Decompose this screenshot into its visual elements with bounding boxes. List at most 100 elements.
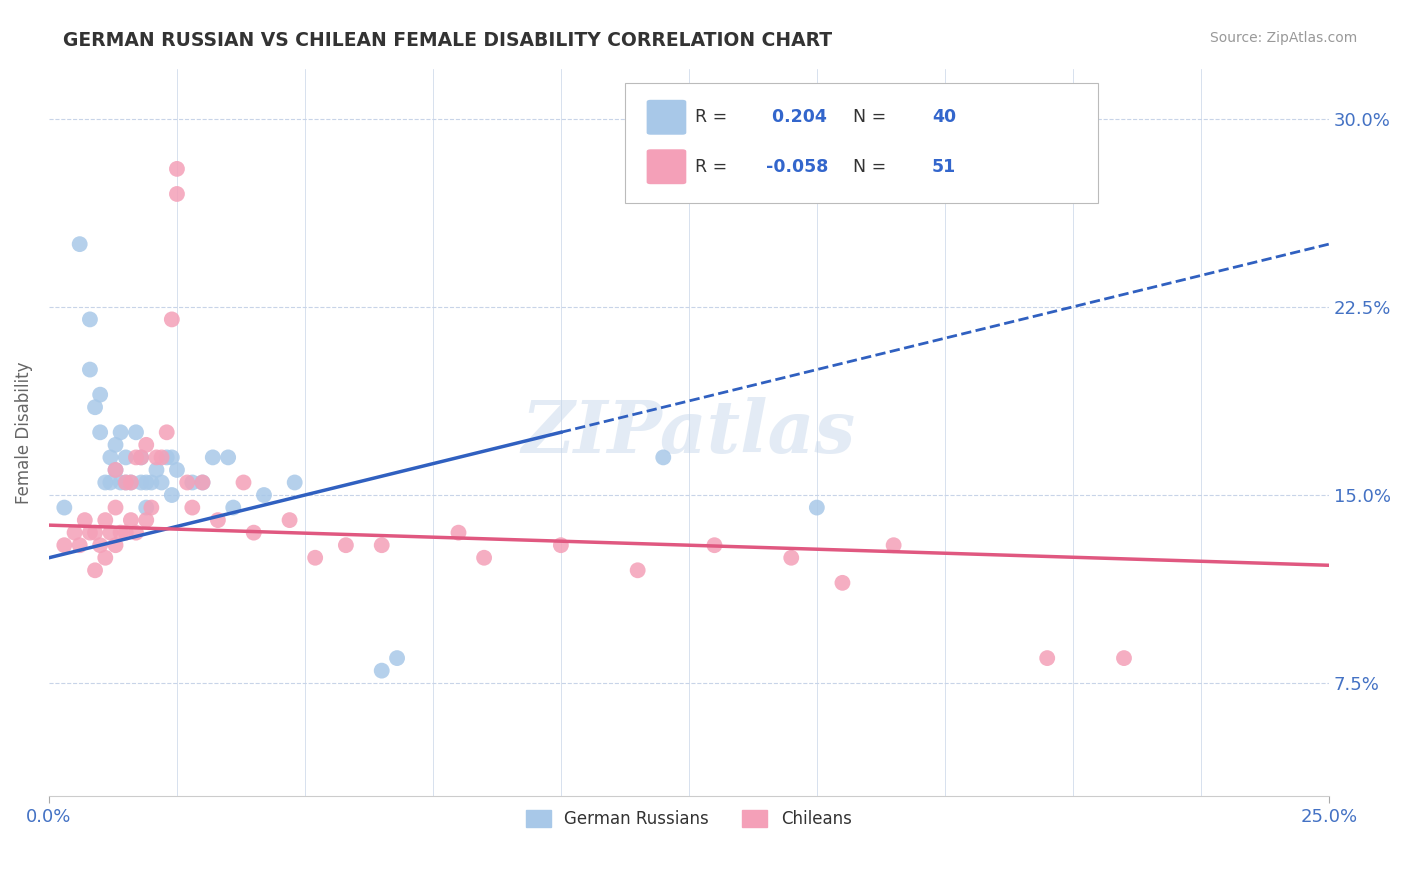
Point xyxy=(166,186,188,201)
Text: R =: R = xyxy=(696,158,733,176)
Point xyxy=(79,525,101,540)
Point xyxy=(120,475,142,490)
Point xyxy=(370,664,392,678)
Point xyxy=(222,500,245,515)
Point xyxy=(1036,651,1059,665)
Point xyxy=(69,237,91,252)
Text: -0.058: -0.058 xyxy=(766,158,828,176)
Point xyxy=(1112,651,1135,665)
Point xyxy=(110,525,132,540)
Point xyxy=(129,450,152,465)
Point xyxy=(114,475,136,490)
Point xyxy=(181,475,204,490)
Point xyxy=(141,500,163,515)
Point xyxy=(114,475,136,490)
Point xyxy=(104,438,127,452)
Point xyxy=(125,525,148,540)
Point xyxy=(114,525,136,540)
Point xyxy=(125,425,148,440)
Point xyxy=(84,563,107,577)
Point xyxy=(89,387,111,401)
Point xyxy=(104,463,127,477)
Point xyxy=(79,312,101,326)
Point xyxy=(304,550,326,565)
Point xyxy=(120,475,142,490)
Point xyxy=(181,500,204,515)
Point xyxy=(156,450,179,465)
Text: ZIPatlas: ZIPatlas xyxy=(522,397,856,467)
Point xyxy=(135,513,157,527)
Point xyxy=(156,425,179,440)
Point xyxy=(447,525,470,540)
Point xyxy=(627,563,650,577)
FancyBboxPatch shape xyxy=(647,149,686,185)
Point xyxy=(135,475,157,490)
Point xyxy=(73,513,96,527)
Point xyxy=(104,538,127,552)
Point xyxy=(385,651,408,665)
Point xyxy=(100,450,122,465)
Text: GERMAN RUSSIAN VS CHILEAN FEMALE DISABILITY CORRELATION CHART: GERMAN RUSSIAN VS CHILEAN FEMALE DISABIL… xyxy=(63,31,832,50)
Text: 51: 51 xyxy=(932,158,956,176)
Point xyxy=(100,525,122,540)
Point xyxy=(89,425,111,440)
Text: Source: ZipAtlas.com: Source: ZipAtlas.com xyxy=(1209,31,1357,45)
Point xyxy=(166,463,188,477)
Point xyxy=(79,362,101,376)
Point xyxy=(129,450,152,465)
Point xyxy=(84,525,107,540)
Text: R =: R = xyxy=(696,108,733,127)
Point xyxy=(150,475,173,490)
Point xyxy=(370,538,392,552)
Point xyxy=(145,450,167,465)
Point xyxy=(125,450,148,465)
Point xyxy=(53,500,76,515)
Point xyxy=(232,475,254,490)
Point xyxy=(284,475,307,490)
Point xyxy=(141,475,163,490)
Point xyxy=(780,550,803,565)
Point xyxy=(160,488,183,502)
Point xyxy=(335,538,357,552)
Point xyxy=(104,463,127,477)
Point xyxy=(831,575,853,590)
Text: N =: N = xyxy=(842,158,893,176)
Point xyxy=(703,538,725,552)
Point xyxy=(135,500,157,515)
Point xyxy=(207,513,229,527)
Legend: German Russians, Chileans: German Russians, Chileans xyxy=(519,804,858,835)
Point xyxy=(135,438,157,452)
Point xyxy=(150,450,173,465)
Point xyxy=(472,550,495,565)
Point xyxy=(94,550,117,565)
Point xyxy=(89,538,111,552)
Point xyxy=(94,513,117,527)
Point xyxy=(114,450,136,465)
FancyBboxPatch shape xyxy=(624,83,1098,203)
Point xyxy=(145,463,167,477)
FancyBboxPatch shape xyxy=(647,100,686,135)
Point xyxy=(100,475,122,490)
Point xyxy=(160,450,183,465)
Point xyxy=(129,475,152,490)
Point xyxy=(110,475,132,490)
Text: N =: N = xyxy=(842,108,893,127)
Point xyxy=(166,161,188,176)
Point xyxy=(652,450,675,465)
Point xyxy=(69,538,91,552)
Point xyxy=(278,513,301,527)
Point xyxy=(242,525,264,540)
Point xyxy=(201,450,224,465)
Y-axis label: Female Disability: Female Disability xyxy=(15,361,32,504)
Point xyxy=(217,450,239,465)
Point xyxy=(191,475,214,490)
Point xyxy=(806,500,828,515)
Text: 40: 40 xyxy=(932,108,956,127)
Point xyxy=(120,513,142,527)
Point xyxy=(550,538,572,552)
Point xyxy=(191,475,214,490)
Point xyxy=(160,312,183,326)
Point xyxy=(84,401,107,415)
Text: 0.204: 0.204 xyxy=(766,108,827,127)
Point xyxy=(63,525,86,540)
